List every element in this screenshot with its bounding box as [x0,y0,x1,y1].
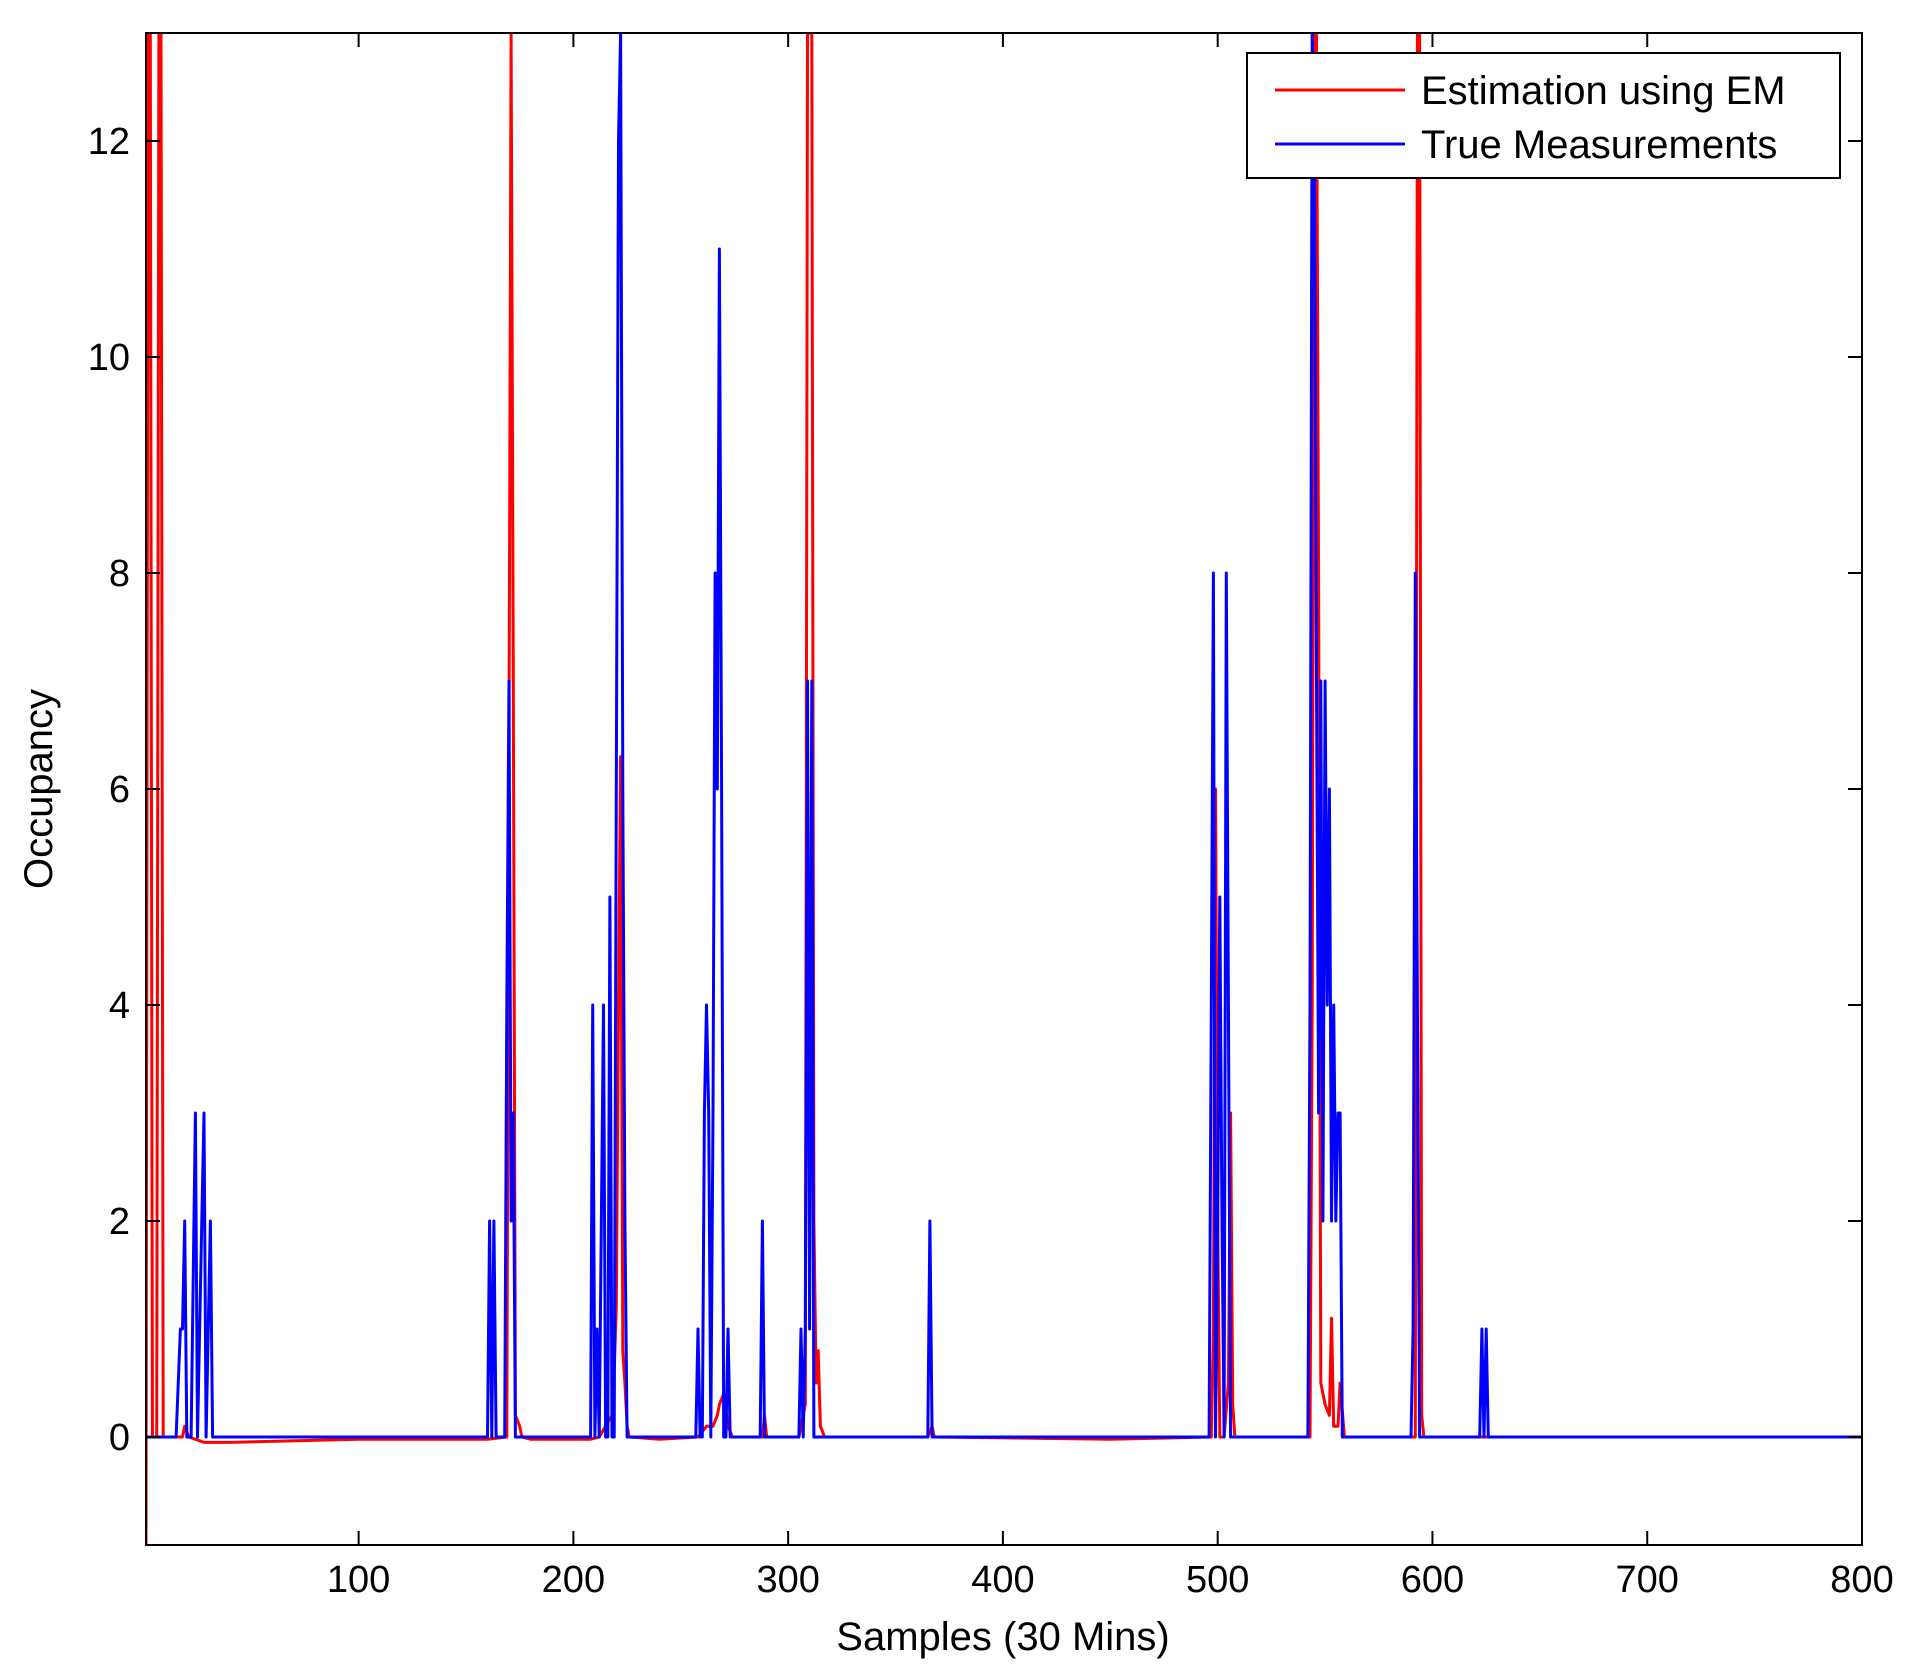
x-axis-title: Samples (30 Mins) [836,1615,1169,1659]
legend-box [1246,52,1841,179]
y-tick-label: 4 [109,985,130,1027]
legend: Estimation using EM True Measurements [1246,52,1841,179]
x-tick-label: 300 [756,1559,819,1601]
x-tick-label: 600 [1401,1559,1464,1601]
x-tick-label: 200 [542,1559,605,1601]
legend-label-estimation: Estimation using EM [1421,69,1786,113]
legend-label-true-measurements: True Measurements [1421,123,1777,167]
x-tick-label: 800 [1830,1559,1893,1601]
x-tick-label: 400 [971,1559,1034,1601]
x-tick-label: 500 [1186,1559,1249,1601]
y-tick-label: 6 [109,769,130,811]
series-line-1 [146,33,1862,1439]
x-tick-label: 100 [327,1559,390,1601]
y-tick-label: 8 [109,553,130,595]
x-tick-label: 700 [1616,1559,1679,1601]
y-axis: 0 2 4 6 8 10 12 [88,121,1862,1459]
y-tick-label: 0 [109,1417,130,1459]
y-tick-label: 10 [88,337,130,379]
series-layer [146,33,1862,1545]
y-tick-label: 12 [88,121,130,163]
y-tick-label: 2 [109,1201,130,1243]
x-axis: 100 200 300 400 500 600 700 800 [327,33,1894,1601]
y-axis-title: Occupancy [17,689,61,889]
